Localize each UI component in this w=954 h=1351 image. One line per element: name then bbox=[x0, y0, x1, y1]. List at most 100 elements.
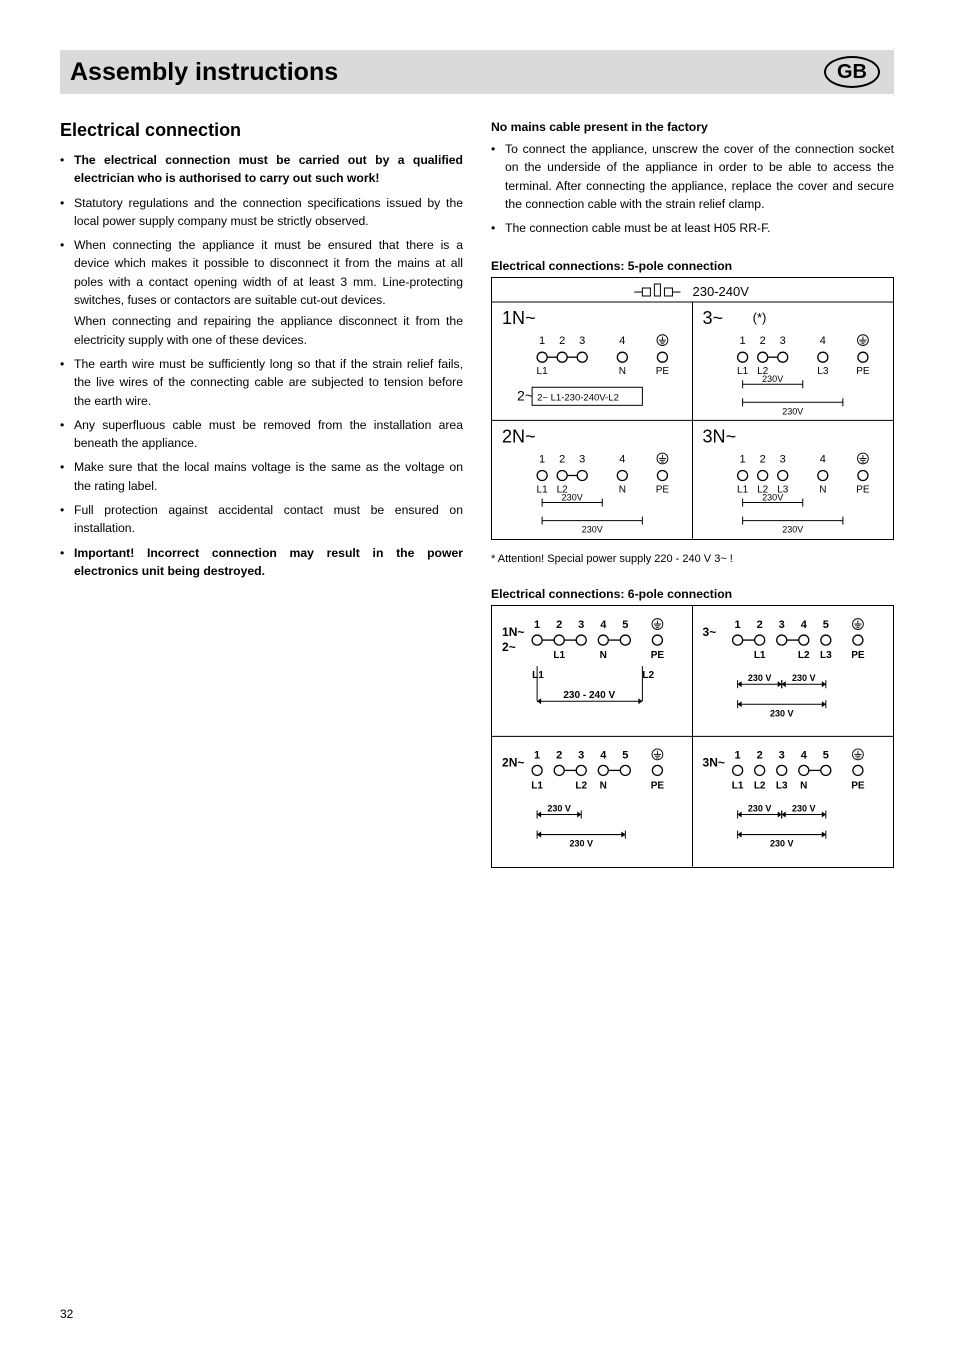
svg-text:N: N bbox=[600, 781, 607, 792]
svg-text:4: 4 bbox=[619, 336, 625, 348]
svg-text:2~ L1-230-240V-L2: 2~ L1-230-240V-L2 bbox=[537, 393, 619, 404]
svg-text:1: 1 bbox=[735, 619, 741, 631]
svg-text:3: 3 bbox=[579, 454, 585, 466]
list-item: To connect the appliance, unscrew the co… bbox=[491, 140, 894, 213]
svg-text:230 V: 230 V bbox=[770, 708, 794, 718]
svg-text:N: N bbox=[800, 781, 807, 792]
list-item: The connection cable must be at least H0… bbox=[491, 219, 894, 237]
svg-text:L3: L3 bbox=[820, 650, 832, 661]
svg-text:230 V: 230 V bbox=[547, 804, 571, 814]
svg-text:230 V: 230 V bbox=[792, 673, 816, 683]
svg-text:230 V: 230 V bbox=[770, 839, 794, 849]
svg-text:L1: L1 bbox=[754, 650, 766, 661]
subhead-no-mains: No mains cable present in the factory bbox=[491, 120, 894, 134]
right-bullet-list: To connect the appliance, unscrew the co… bbox=[491, 140, 894, 237]
svg-text:N: N bbox=[619, 485, 626, 496]
svg-text:3: 3 bbox=[780, 336, 786, 348]
svg-text:230V: 230V bbox=[762, 375, 783, 385]
svg-text:2N~: 2N~ bbox=[502, 427, 536, 447]
header-bar: Assembly instructions GB bbox=[60, 50, 894, 94]
svg-text:2: 2 bbox=[760, 336, 766, 348]
svg-text:PE: PE bbox=[656, 485, 670, 496]
list-text: Make sure that the local mains voltage i… bbox=[74, 460, 463, 492]
svg-text:L1: L1 bbox=[737, 367, 749, 378]
list-item: Important! Incorrect connection may resu… bbox=[60, 544, 463, 581]
svg-text:PE: PE bbox=[856, 485, 870, 496]
svg-text:5: 5 bbox=[823, 619, 829, 631]
svg-text:L1: L1 bbox=[737, 485, 749, 496]
svg-text:1: 1 bbox=[534, 749, 540, 761]
svg-text:4: 4 bbox=[801, 749, 808, 761]
svg-text:230-240V: 230-240V bbox=[693, 285, 750, 300]
svg-text:L1: L1 bbox=[732, 781, 744, 792]
page-title: Assembly instructions bbox=[70, 58, 338, 87]
svg-text:3: 3 bbox=[578, 619, 584, 631]
diagram-6pole-caption: Electrical connections: 6-pole connectio… bbox=[491, 587, 894, 601]
page-number: 32 bbox=[60, 1307, 73, 1321]
svg-text:3~: 3~ bbox=[703, 309, 724, 329]
svg-text:L1: L1 bbox=[553, 650, 565, 661]
diagram-5pole-caption: Electrical connections: 5-pole connectio… bbox=[491, 259, 894, 273]
diagram-5pole-footnote: * Attention! Special power supply 220 - … bbox=[491, 553, 894, 565]
svg-text:L3: L3 bbox=[817, 367, 829, 378]
svg-text:3: 3 bbox=[780, 454, 786, 466]
svg-text:4: 4 bbox=[619, 454, 625, 466]
svg-text:L1: L1 bbox=[537, 367, 549, 378]
svg-text:3: 3 bbox=[779, 619, 785, 631]
svg-text:L1: L1 bbox=[537, 485, 549, 496]
language-badge: GB bbox=[824, 56, 880, 88]
list-text: When connecting the appliance it must be… bbox=[74, 238, 463, 307]
svg-text:2: 2 bbox=[559, 454, 565, 466]
list-text-extra: When connecting and repairing the applia… bbox=[74, 312, 463, 349]
svg-text:1N~: 1N~ bbox=[502, 309, 536, 329]
list-text: The connection cable must be at least H0… bbox=[505, 221, 771, 235]
svg-text:2: 2 bbox=[556, 619, 562, 631]
svg-text:230 V: 230 V bbox=[748, 673, 772, 683]
svg-text:L2: L2 bbox=[575, 781, 587, 792]
svg-text:PE: PE bbox=[851, 781, 865, 792]
svg-text:2: 2 bbox=[757, 749, 763, 761]
svg-text:L3: L3 bbox=[776, 781, 788, 792]
svg-text:PE: PE bbox=[651, 650, 665, 661]
svg-text:4: 4 bbox=[820, 336, 826, 348]
svg-text:3: 3 bbox=[579, 336, 585, 348]
svg-text:1: 1 bbox=[740, 336, 746, 348]
svg-text:L1: L1 bbox=[531, 781, 543, 792]
svg-text:L2: L2 bbox=[642, 670, 654, 681]
svg-text:3: 3 bbox=[779, 749, 785, 761]
svg-text:5: 5 bbox=[622, 619, 628, 631]
list-text: To connect the appliance, unscrew the co… bbox=[505, 142, 894, 211]
svg-text:230V: 230V bbox=[762, 493, 783, 503]
svg-text:1: 1 bbox=[539, 454, 545, 466]
list-text: Any superfluous cable must be removed fr… bbox=[74, 418, 463, 450]
list-item: When connecting the appliance it must be… bbox=[60, 236, 463, 349]
svg-text:230V: 230V bbox=[782, 525, 803, 535]
svg-text:2: 2 bbox=[556, 749, 562, 761]
list-item: Full protection against accidental conta… bbox=[60, 501, 463, 538]
svg-text:2~: 2~ bbox=[517, 388, 533, 404]
diagram-6pole: 1N~2~12345L1NPEL1L2230 - 240 V3~12345L1L… bbox=[491, 605, 894, 868]
list-text: Full protection against accidental conta… bbox=[74, 503, 463, 535]
right-column: No mains cable present in the factory To… bbox=[491, 120, 894, 873]
svg-text:N: N bbox=[819, 485, 826, 496]
svg-text:PE: PE bbox=[856, 367, 870, 378]
svg-text:2~: 2~ bbox=[502, 640, 516, 654]
svg-text:2: 2 bbox=[760, 454, 766, 466]
svg-text:4: 4 bbox=[600, 619, 607, 631]
svg-text:4: 4 bbox=[600, 749, 607, 761]
svg-text:3: 3 bbox=[578, 749, 584, 761]
svg-text:L1: L1 bbox=[532, 670, 544, 681]
svg-text:PE: PE bbox=[851, 650, 865, 661]
diagram-5pole: 230-240V 1N~ 1 2 3 4 L1 N PE 2~ L1-230-240V-L2 2~ 3… bbox=[491, 277, 894, 540]
svg-text:3~: 3~ bbox=[703, 625, 717, 639]
svg-text:1: 1 bbox=[735, 749, 741, 761]
svg-text:4: 4 bbox=[820, 454, 826, 466]
svg-text:L2: L2 bbox=[798, 650, 810, 661]
svg-text:4: 4 bbox=[801, 619, 808, 631]
list-text: The electrical connection must be carrie… bbox=[74, 153, 463, 185]
svg-text:1N~: 1N~ bbox=[502, 625, 524, 639]
svg-text:230V: 230V bbox=[782, 407, 803, 417]
svg-text:230 V: 230 V bbox=[569, 839, 593, 849]
svg-text:3N~: 3N~ bbox=[703, 756, 725, 770]
svg-text:PE: PE bbox=[656, 367, 670, 378]
